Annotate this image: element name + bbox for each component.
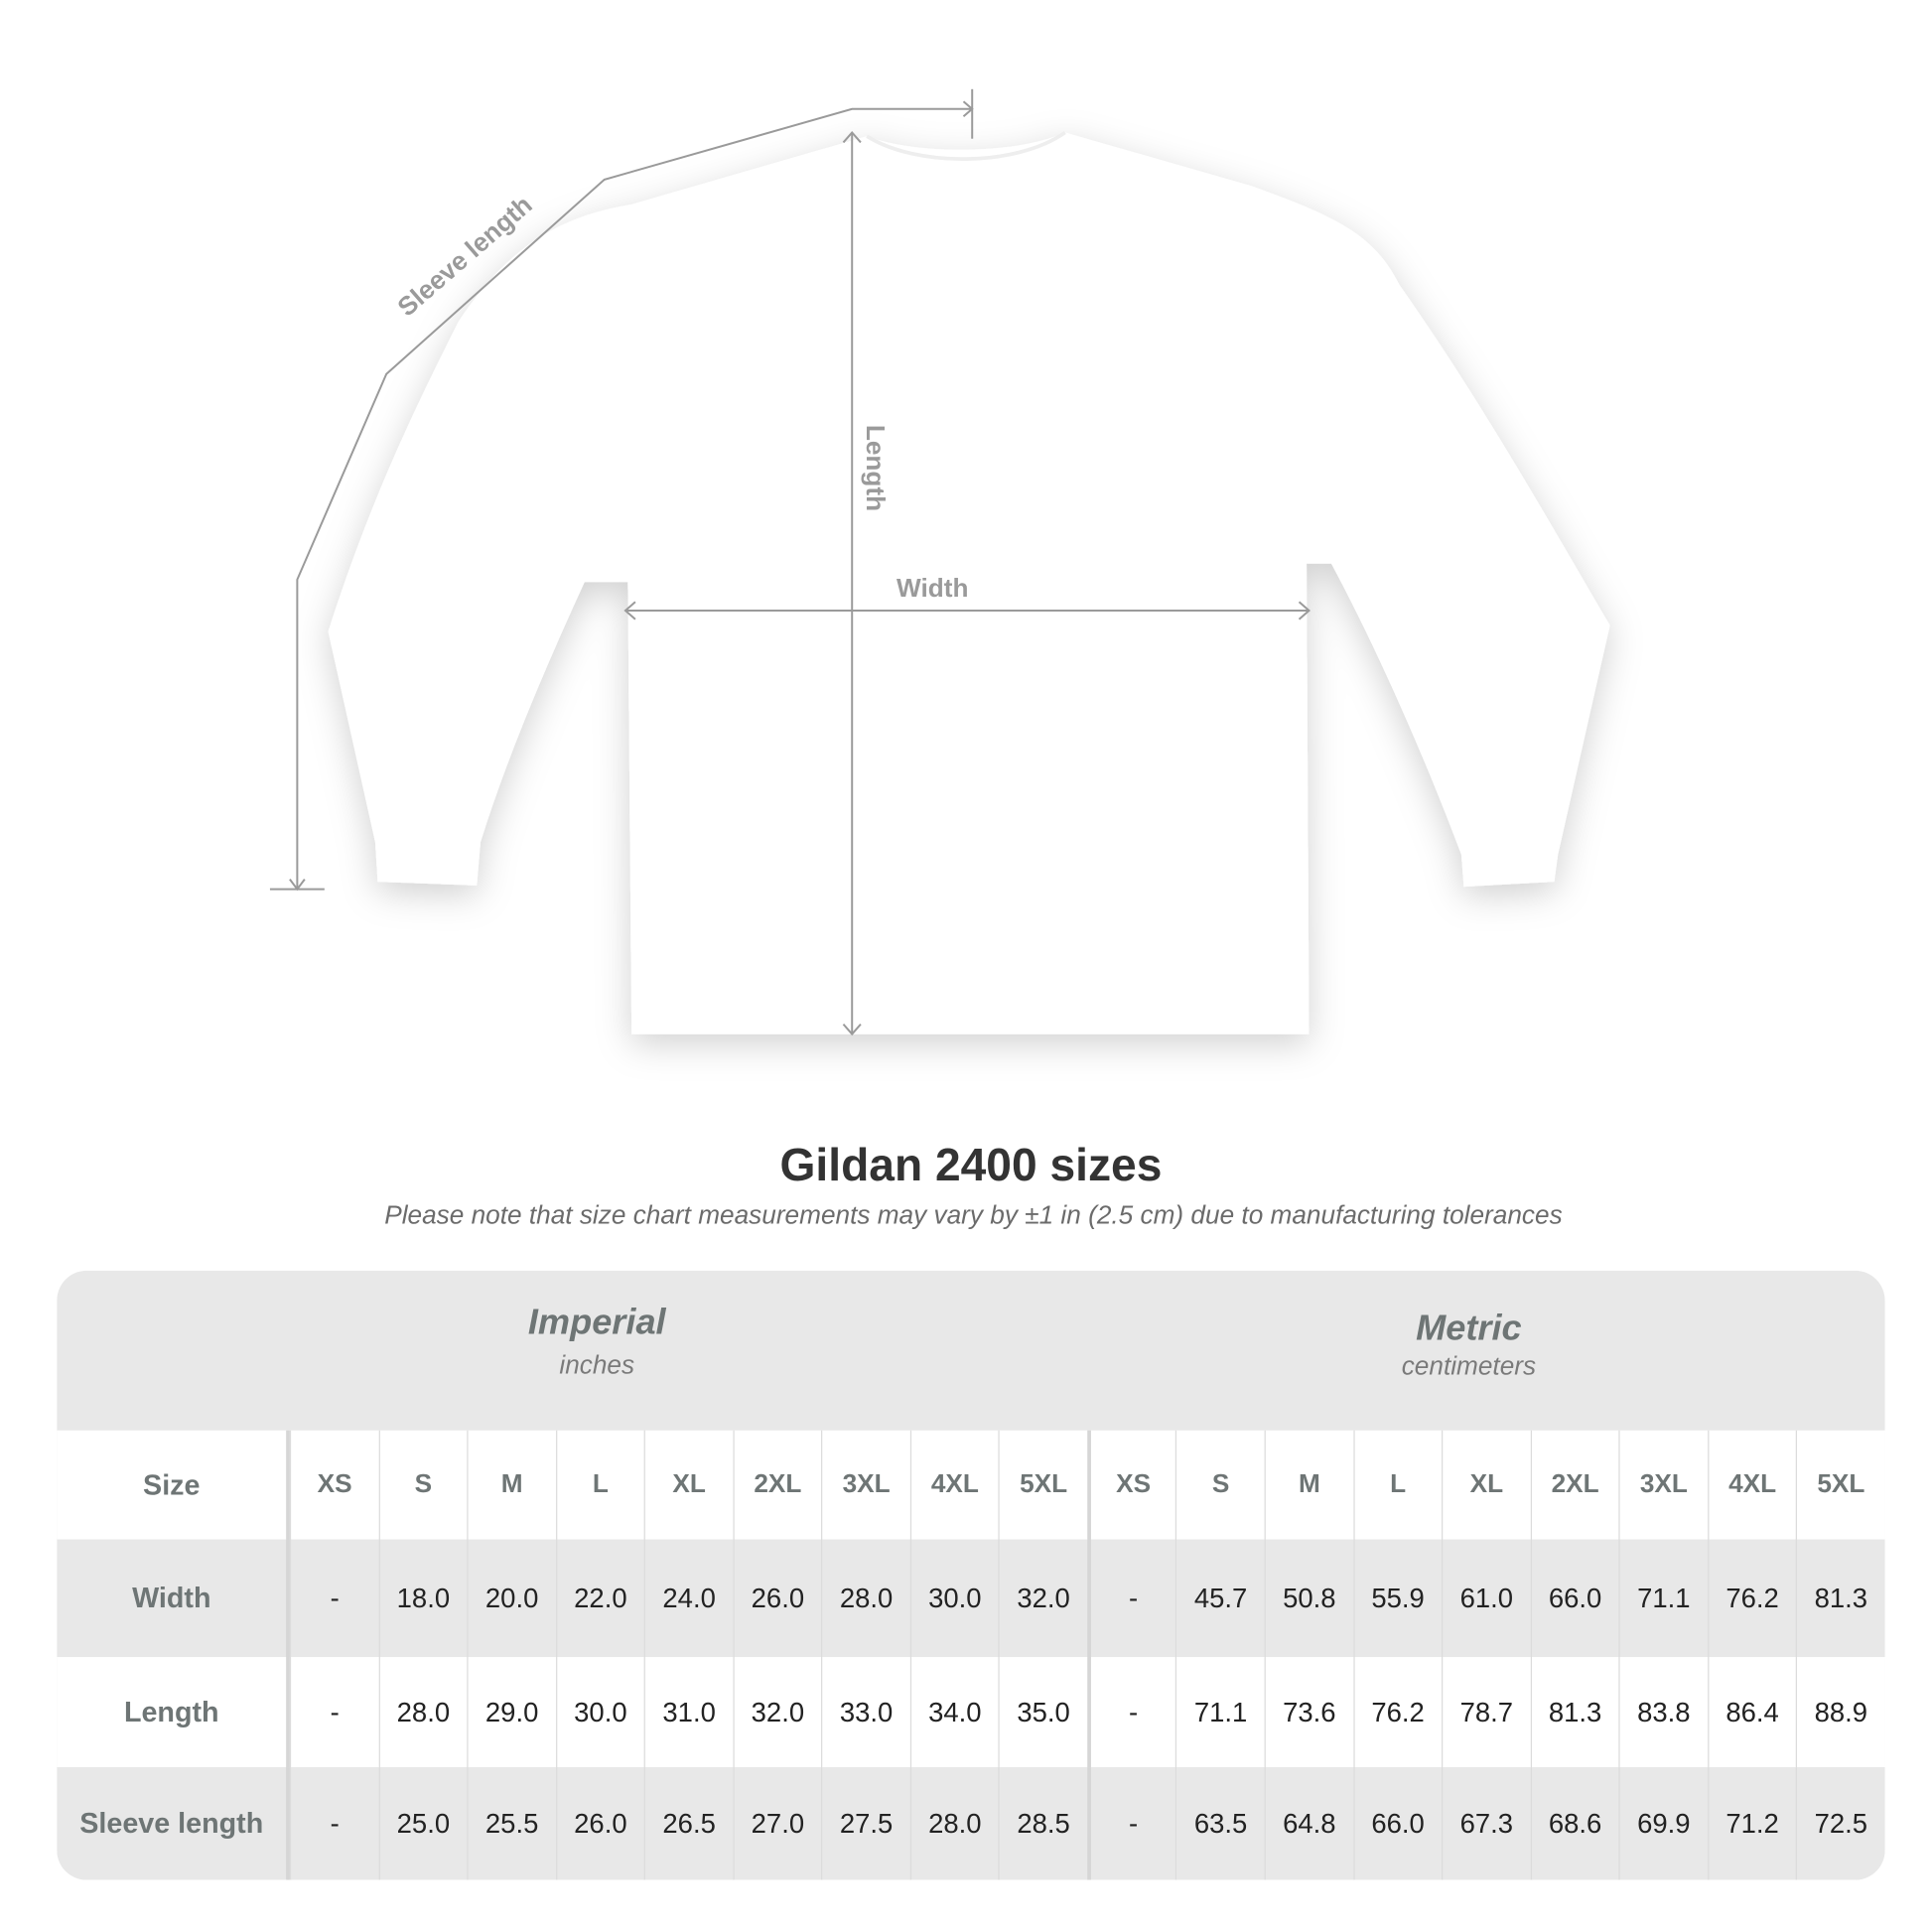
- chart-title: Gildan 2400 sizes: [779, 1139, 1163, 1190]
- size-imperial-5xl: 5XL: [998, 1430, 1087, 1540]
- long-sleeve-shirt: [328, 132, 1610, 1035]
- table-cell: 18.0: [378, 1539, 467, 1658]
- width-label: Width: [897, 573, 968, 603]
- table-cell: 26.0: [555, 1767, 644, 1880]
- table-cell: 20.0: [467, 1539, 555, 1658]
- size-imperial-3xl: 3XL: [821, 1430, 909, 1540]
- size-metric-xs: XS: [1087, 1430, 1175, 1540]
- table-cell: 50.8: [1264, 1539, 1353, 1658]
- size-metric-s: S: [1175, 1430, 1264, 1540]
- table-cell: -: [289, 1657, 378, 1768]
- length-label: Length: [861, 425, 891, 511]
- measurement-lines: [269, 88, 1311, 1036]
- row-label: Sleeve length: [57, 1767, 290, 1880]
- size-imperial-2xl: 2XL: [733, 1430, 821, 1540]
- size-imperial-l: L: [555, 1430, 644, 1540]
- size-metric-2xl: 2XL: [1530, 1430, 1618, 1540]
- table-cell: 22.0: [555, 1539, 644, 1658]
- table-cell: -: [289, 1767, 378, 1880]
- table-cell: 61.0: [1442, 1539, 1530, 1658]
- table-cell: 26.0: [733, 1539, 821, 1658]
- imperial-unit: inches: [559, 1350, 635, 1380]
- metric-header: Metric centimeters: [1221, 1310, 1717, 1383]
- metric-title: Metric: [1416, 1309, 1522, 1349]
- table-cell: -: [289, 1539, 378, 1658]
- size-imperial-xl: XL: [643, 1430, 733, 1540]
- table-cell: 76.2: [1707, 1539, 1796, 1658]
- size-metric-m: M: [1264, 1430, 1353, 1540]
- table-cell: 76.2: [1352, 1657, 1442, 1768]
- table-cell: 71.1: [1618, 1539, 1708, 1658]
- shirt-diagram: Sleeve length Length Width: [269, 88, 1610, 1036]
- size-imperial-m: M: [467, 1430, 555, 1540]
- table-cell: 73.6: [1264, 1657, 1353, 1768]
- table-cell: -: [1087, 1539, 1175, 1658]
- size-imperial-xs: XS: [289, 1430, 378, 1540]
- size-label: Size: [57, 1430, 290, 1540]
- row-label: Width: [57, 1539, 290, 1658]
- table-cell: 27.0: [733, 1767, 821, 1880]
- table-cell: 24.0: [643, 1539, 733, 1658]
- table-cell: 72.5: [1796, 1767, 1884, 1880]
- imperial-header: Imperial inches: [349, 1303, 845, 1381]
- table-cell: 71.1: [1175, 1657, 1264, 1768]
- table-cell: 88.9: [1796, 1657, 1884, 1768]
- table-cell: 67.3: [1442, 1767, 1530, 1880]
- table-cell: 83.8: [1618, 1657, 1708, 1768]
- table-cell: 55.9: [1352, 1539, 1442, 1658]
- table-cell: 29.0: [467, 1657, 555, 1768]
- size-metric-3xl: 3XL: [1618, 1430, 1708, 1540]
- table-cell: 66.0: [1352, 1767, 1442, 1880]
- table-cell: 45.7: [1175, 1539, 1264, 1658]
- table-cell: 35.0: [998, 1657, 1087, 1768]
- table-cell: 68.6: [1530, 1767, 1618, 1880]
- table-cell: 63.5: [1175, 1767, 1264, 1880]
- size-metric-4xl: 4XL: [1707, 1430, 1796, 1540]
- table-cell: 32.0: [733, 1657, 821, 1768]
- tolerance-note: Please note that size chart measurements…: [384, 1200, 1563, 1230]
- table-cell: 81.3: [1530, 1657, 1618, 1768]
- size-metric-l: L: [1352, 1430, 1442, 1540]
- table-row-width: Width -18.0 20.0 22.0 24.0 26.0 28.0 30.0 32.0-4…: [57, 1539, 1885, 1658]
- table-cell: 28.0: [821, 1539, 909, 1658]
- table-cell: 81.3: [1796, 1539, 1884, 1658]
- table-cell: -: [1087, 1657, 1175, 1768]
- sleeve-length-line: [296, 107, 973, 890]
- metric-unit: centimeters: [1401, 1352, 1537, 1381]
- table-cell: 33.0: [821, 1657, 909, 1768]
- table-cell: 25.0: [378, 1767, 467, 1880]
- table-row-length: Length -28.0 29.0 30.0 31.0 32.0 33.0 34.0 35.0-…: [57, 1657, 1885, 1768]
- size-metric-5xl: 5XL: [1796, 1430, 1884, 1540]
- table-cell: -: [1087, 1767, 1175, 1880]
- table-cell: 66.0: [1530, 1539, 1618, 1658]
- table-cell: 64.8: [1264, 1767, 1353, 1880]
- size-metric-xl: XL: [1442, 1430, 1530, 1540]
- table-cell: 28.5: [998, 1767, 1087, 1880]
- size-imperial-s: S: [378, 1430, 467, 1540]
- table-cell: 26.5: [643, 1767, 733, 1880]
- size-imperial-4xl: 4XL: [909, 1430, 999, 1540]
- table-cell: 30.0: [555, 1657, 644, 1768]
- table-cell: 28.0: [378, 1657, 467, 1768]
- imperial-title: Imperial: [527, 1303, 666, 1343]
- table-cell: 28.0: [909, 1767, 999, 1880]
- table-cell: 71.2: [1707, 1767, 1796, 1880]
- table-cell: 30.0: [909, 1539, 999, 1658]
- table-cell: 34.0: [909, 1657, 999, 1768]
- table-cell: 25.5: [467, 1767, 555, 1880]
- table-cell: 27.5: [821, 1767, 909, 1880]
- row-label: Length: [57, 1657, 290, 1768]
- table-cell: 32.0: [998, 1539, 1087, 1658]
- table-cell: 31.0: [643, 1657, 733, 1768]
- size-header-row: Size XS S M L XL 2XL 3XL 4XL 5XL XS S M L XL 2XL 3XL 4XL 5…: [57, 1430, 1885, 1540]
- size-table: Imperial inches Metric centimeters Size X…: [57, 1270, 1885, 1880]
- table-cell: 78.7: [1442, 1657, 1530, 1768]
- table-cell: 69.9: [1618, 1767, 1708, 1880]
- table-cell: 86.4: [1707, 1657, 1796, 1768]
- table-row-sleeve-length: Sleeve length -25.0 25.5 26.0 26.5 27.0 27.5 28…: [57, 1767, 1885, 1880]
